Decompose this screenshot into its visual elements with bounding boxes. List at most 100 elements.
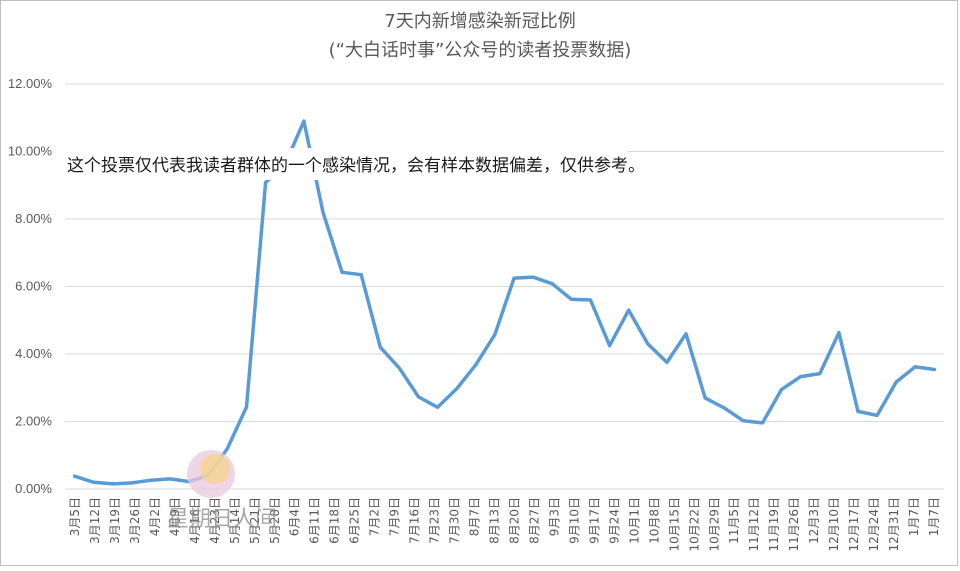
x-tick-label: 11月5日 bbox=[727, 497, 741, 544]
x-tick-label: 9月10日 bbox=[567, 497, 581, 544]
x-tick-label: 7月23日 bbox=[428, 497, 442, 544]
data-point bbox=[569, 297, 574, 301]
x-tick-label: 9月3日 bbox=[547, 497, 561, 536]
data-point bbox=[780, 387, 784, 391]
x-tick-label: 3月26日 bbox=[128, 497, 142, 544]
data-point bbox=[818, 372, 822, 376]
data-point bbox=[225, 446, 229, 451]
y-tick-label: 10.00% bbox=[8, 144, 53, 159]
data-point bbox=[799, 375, 803, 379]
data-point bbox=[130, 481, 134, 485]
data-point bbox=[359, 273, 363, 277]
x-tick-label: 3月12日 bbox=[88, 497, 102, 544]
x-tick-label: 4月2日 bbox=[148, 497, 162, 536]
data-point bbox=[321, 210, 325, 214]
x-tick-label: 12月3日 bbox=[807, 497, 821, 544]
data-point bbox=[340, 270, 344, 274]
data-point bbox=[455, 387, 459, 391]
x-tick-label: 10月15日 bbox=[667, 497, 681, 552]
x-tick-label: 6月11日 bbox=[308, 497, 322, 544]
data-point bbox=[397, 366, 401, 370]
data-point bbox=[111, 482, 115, 486]
data-point bbox=[302, 119, 306, 123]
data-point bbox=[378, 345, 382, 349]
x-tick-label: 1月7日 bbox=[907, 497, 921, 536]
x-tick-label: 9月24日 bbox=[607, 497, 621, 544]
data-point bbox=[913, 365, 917, 369]
x-tick-label: 6月18日 bbox=[328, 497, 342, 544]
x-tick-label: 12月10日 bbox=[827, 497, 841, 552]
data-point bbox=[436, 405, 440, 409]
data-point bbox=[894, 380, 898, 384]
data-point bbox=[646, 342, 650, 346]
data-point bbox=[665, 360, 669, 364]
x-tick-label: 5月21日 bbox=[248, 497, 262, 544]
data-point bbox=[244, 405, 249, 409]
data-point bbox=[703, 396, 707, 400]
data-point bbox=[416, 395, 421, 399]
data-point bbox=[608, 344, 612, 348]
annotation-background bbox=[61, 148, 627, 180]
data-point bbox=[837, 331, 841, 335]
x-tick-label: 4月9日 bbox=[168, 497, 182, 536]
x-tick-label: 7月9日 bbox=[388, 497, 402, 536]
x-tick-label: 10月29日 bbox=[707, 497, 721, 552]
x-tick-label: 5月14日 bbox=[228, 497, 242, 544]
x-tick-label: 8月7日 bbox=[468, 497, 482, 536]
data-point bbox=[684, 332, 688, 336]
x-tick-label: 7月30日 bbox=[448, 497, 462, 544]
x-tick-label: 1月7日 bbox=[927, 497, 941, 536]
data-point bbox=[512, 276, 516, 280]
x-tick-label: 3月5日 bbox=[68, 497, 82, 536]
data-point bbox=[932, 367, 937, 372]
x-tick-label: 6月25日 bbox=[348, 497, 362, 544]
x-tick-label: 4月23日 bbox=[208, 497, 222, 544]
data-point bbox=[856, 409, 860, 413]
x-tick-label: 10月22日 bbox=[687, 497, 701, 552]
x-tick-label: 3月19日 bbox=[108, 497, 122, 544]
annotation: 这个投票仅代表我读者群体的一个感染情况，会有样本数据偏差，仅供参考。 bbox=[61, 148, 645, 180]
x-tick-label: 7月16日 bbox=[408, 497, 422, 544]
x-tick-label: 10月8日 bbox=[647, 497, 661, 544]
annotation-text: 这个投票仅代表我读者群体的一个感染情况，会有样本数据偏差，仅供参考。 bbox=[67, 156, 645, 176]
data-point bbox=[531, 275, 535, 279]
x-tick-label: 12月24日 bbox=[867, 497, 881, 552]
data-point bbox=[493, 332, 497, 336]
data-point bbox=[550, 282, 554, 286]
x-tick-label: 5月28日 bbox=[268, 497, 282, 544]
watermark-icon-inner bbox=[200, 454, 230, 484]
data-point bbox=[264, 180, 268, 185]
data-point bbox=[875, 413, 879, 417]
y-tick-label: 2.00% bbox=[15, 414, 52, 429]
data-point bbox=[168, 477, 172, 481]
x-tick-label: 11月19日 bbox=[767, 497, 781, 552]
y-tick-label: 0.00% bbox=[15, 481, 52, 496]
y-tick-label: 6.00% bbox=[15, 279, 52, 294]
x-tick-label: 11月26日 bbox=[787, 497, 801, 552]
data-point bbox=[588, 298, 593, 302]
y-tick-label: 4.00% bbox=[15, 346, 52, 361]
x-tick-label: 9月17日 bbox=[587, 497, 601, 544]
data-point bbox=[92, 480, 96, 484]
x-tick-label: 6月4日 bbox=[288, 497, 302, 536]
data-point bbox=[73, 474, 77, 478]
data-point bbox=[474, 363, 478, 367]
chart-subtitle: (“大白话时事”公众号的读者投票数据) bbox=[328, 40, 632, 61]
watermark-text: 星期日人间 bbox=[167, 507, 277, 532]
x-tick-label: 12月17日 bbox=[847, 497, 861, 552]
data-point bbox=[627, 308, 631, 312]
x-tick-label: 8月20日 bbox=[507, 497, 521, 544]
y-tick-label: 8.00% bbox=[15, 211, 52, 226]
data-point bbox=[760, 421, 765, 425]
x-tick-label: 8月27日 bbox=[527, 497, 541, 544]
y-tick-label: 12.00% bbox=[8, 76, 53, 91]
x-tick-label: 4月16日 bbox=[188, 497, 202, 544]
chart-title: 7天内新增感染新冠比例 bbox=[384, 11, 576, 32]
watermark: 星期日人间 bbox=[167, 450, 277, 532]
x-tick-label: 12月31日 bbox=[887, 497, 901, 552]
data-point bbox=[149, 478, 153, 482]
x-tick-label: 10月1日 bbox=[627, 497, 641, 544]
data-point bbox=[722, 406, 726, 410]
